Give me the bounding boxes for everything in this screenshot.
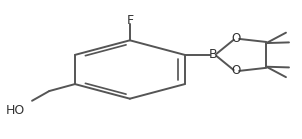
Text: HO: HO [6,104,25,117]
Text: O: O [232,64,241,77]
Text: O: O [232,32,241,45]
Text: F: F [126,14,133,27]
Text: B: B [209,48,218,61]
